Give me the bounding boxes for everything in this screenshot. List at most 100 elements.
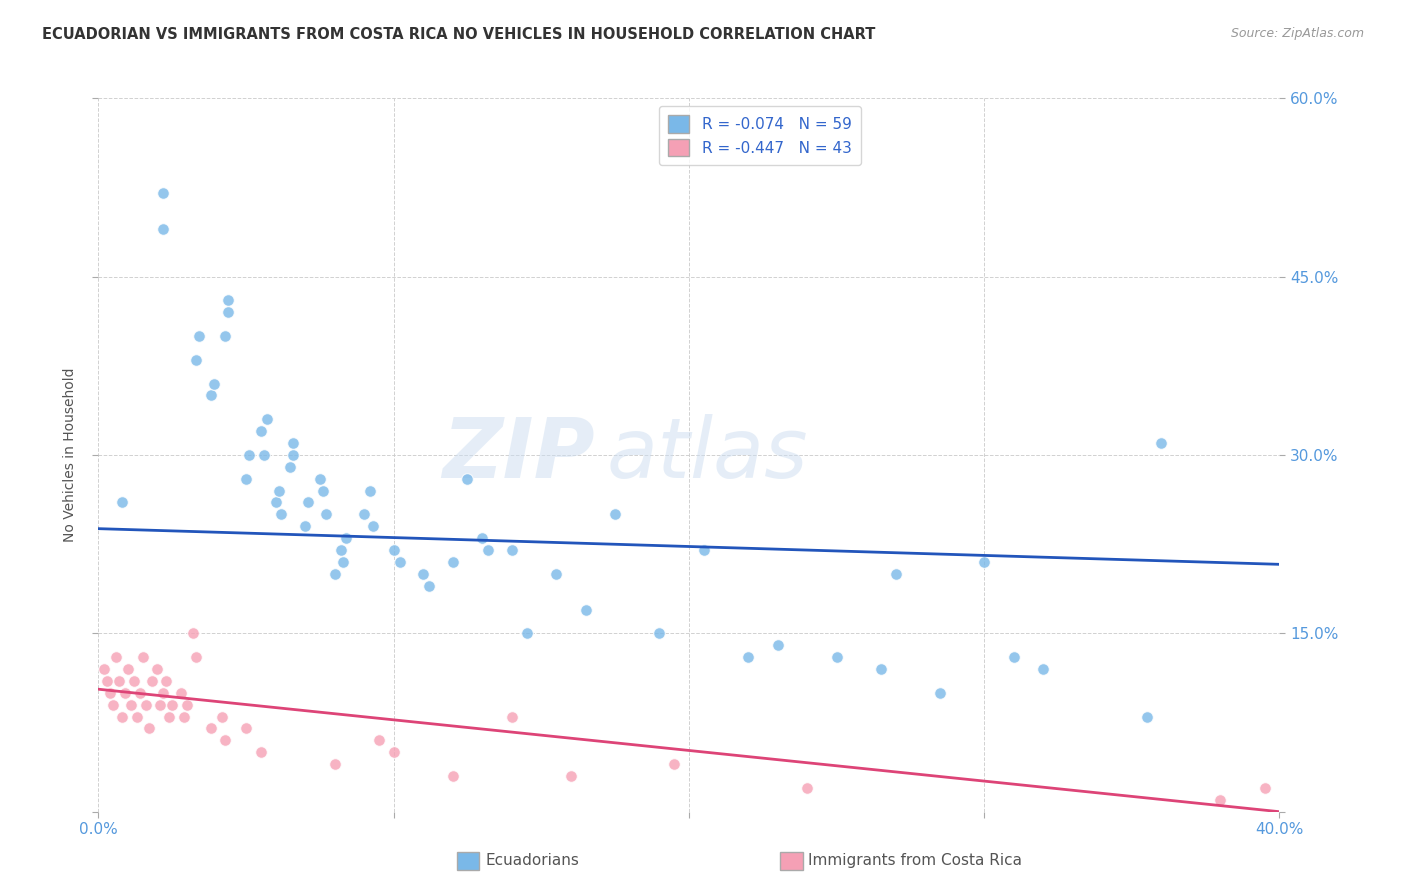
Point bbox=[693, 543, 716, 558]
Point bbox=[141, 673, 163, 688]
Text: ECUADORIAN VS IMMIGRANTS FROM COSTA RICA NO VEHICLES IN HOUSEHOLD CORRELATION CH: ECUADORIAN VS IMMIGRANTS FROM COSTA RICA… bbox=[42, 27, 876, 42]
Point bbox=[294, 519, 316, 533]
Point bbox=[664, 757, 686, 772]
Point bbox=[332, 555, 354, 569]
Point bbox=[825, 650, 848, 665]
Point bbox=[217, 293, 239, 308]
Point bbox=[1135, 709, 1157, 723]
Point bbox=[103, 698, 125, 712]
Point bbox=[253, 448, 276, 462]
Point bbox=[1209, 793, 1232, 807]
Point bbox=[162, 698, 183, 712]
Point bbox=[501, 543, 523, 558]
Point bbox=[98, 686, 121, 700]
Text: Ecuadorians: Ecuadorians bbox=[485, 854, 579, 868]
Text: Immigrants from Costa Rica: Immigrants from Costa Rica bbox=[808, 854, 1022, 868]
Point bbox=[264, 495, 287, 509]
Point bbox=[250, 424, 273, 438]
Point bbox=[214, 733, 236, 747]
Point bbox=[111, 495, 134, 509]
Point bbox=[546, 566, 568, 581]
Point bbox=[202, 376, 225, 391]
Point bbox=[382, 745, 405, 759]
Point bbox=[117, 662, 139, 676]
Point bbox=[605, 508, 627, 522]
Text: Source: ZipAtlas.com: Source: ZipAtlas.com bbox=[1230, 27, 1364, 40]
Point bbox=[501, 709, 523, 723]
Point bbox=[335, 531, 357, 545]
Text: ZIP: ZIP bbox=[441, 415, 595, 495]
Point bbox=[138, 722, 160, 736]
Point bbox=[211, 709, 233, 723]
Point bbox=[574, 602, 596, 616]
Point bbox=[309, 472, 332, 486]
Point bbox=[323, 757, 346, 772]
Point bbox=[128, 686, 150, 700]
Point bbox=[359, 483, 381, 498]
Point bbox=[283, 436, 305, 450]
Point bbox=[477, 543, 499, 558]
Point bbox=[149, 698, 172, 712]
Point bbox=[315, 508, 337, 522]
Point bbox=[560, 769, 582, 783]
Point bbox=[217, 305, 239, 319]
Point bbox=[884, 566, 907, 581]
Point bbox=[323, 566, 346, 581]
Point bbox=[441, 769, 464, 783]
Point bbox=[471, 531, 494, 545]
Point bbox=[278, 459, 302, 474]
Point bbox=[105, 650, 128, 665]
Point bbox=[1150, 436, 1173, 450]
Point bbox=[382, 543, 405, 558]
Text: atlas: atlas bbox=[606, 415, 808, 495]
Point bbox=[869, 662, 891, 676]
Legend: R = -0.074   N = 59, R = -0.447   N = 43: R = -0.074 N = 59, R = -0.447 N = 43 bbox=[659, 106, 860, 166]
Point bbox=[648, 626, 671, 640]
Point bbox=[200, 388, 222, 402]
Point bbox=[132, 650, 155, 665]
Point bbox=[152, 186, 174, 201]
Point bbox=[200, 722, 222, 736]
Point bbox=[155, 673, 177, 688]
Y-axis label: No Vehicles in Household: No Vehicles in Household bbox=[63, 368, 77, 542]
Point bbox=[796, 780, 818, 795]
Point bbox=[1254, 780, 1277, 795]
Point bbox=[120, 698, 142, 712]
Point bbox=[93, 662, 115, 676]
Point bbox=[238, 448, 260, 462]
Point bbox=[312, 483, 335, 498]
Point bbox=[1032, 662, 1054, 676]
Point bbox=[184, 352, 207, 367]
Point bbox=[766, 638, 789, 652]
Point bbox=[250, 745, 273, 759]
Point bbox=[418, 579, 440, 593]
Point bbox=[973, 555, 995, 569]
Point bbox=[368, 733, 391, 747]
Point bbox=[108, 673, 131, 688]
Point bbox=[256, 412, 278, 426]
Point bbox=[114, 686, 136, 700]
Point bbox=[176, 698, 198, 712]
Point bbox=[412, 566, 434, 581]
Point bbox=[181, 626, 204, 640]
Point bbox=[235, 722, 257, 736]
Point bbox=[96, 673, 118, 688]
Point bbox=[283, 448, 305, 462]
Point bbox=[928, 686, 950, 700]
Point bbox=[122, 673, 145, 688]
Point bbox=[214, 329, 236, 343]
Point bbox=[1002, 650, 1025, 665]
Point bbox=[157, 709, 180, 723]
Point bbox=[515, 626, 537, 640]
Point bbox=[270, 508, 292, 522]
Point bbox=[329, 543, 352, 558]
Point bbox=[353, 508, 375, 522]
Point bbox=[146, 662, 169, 676]
Point bbox=[361, 519, 384, 533]
Point bbox=[170, 686, 193, 700]
Point bbox=[187, 329, 209, 343]
Point bbox=[456, 472, 478, 486]
Point bbox=[152, 222, 174, 236]
Point bbox=[235, 472, 257, 486]
Point bbox=[388, 555, 411, 569]
